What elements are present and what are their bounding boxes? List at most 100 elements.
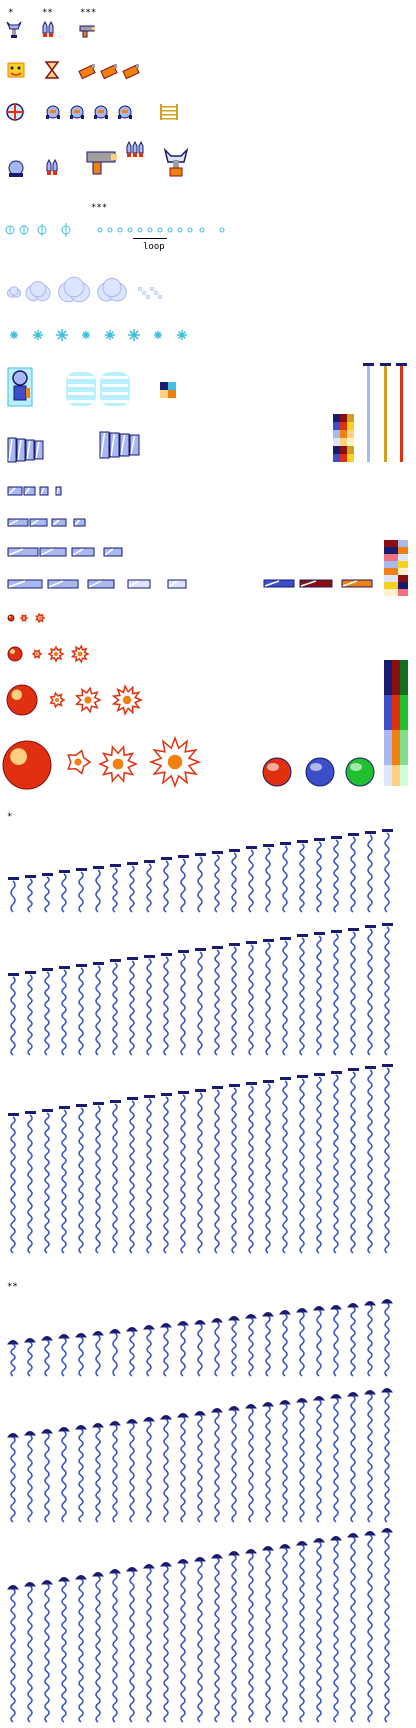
ice-sparkle-icon xyxy=(177,227,183,233)
coil-spring-icon xyxy=(195,853,206,913)
coil-spring-icon xyxy=(228,1316,240,1377)
blue-sphere-icon xyxy=(305,757,335,787)
coil-spring-icon xyxy=(263,1080,274,1254)
glass-panel-icon xyxy=(47,579,79,589)
bomb-icon xyxy=(100,64,118,80)
coil-spring-icon xyxy=(296,1541,308,1723)
coil-spring-icon xyxy=(24,1431,36,1523)
glass-panel-icon xyxy=(39,486,49,496)
blaster-icon xyxy=(79,25,95,38)
snowflake-icon xyxy=(10,331,18,339)
coil-spring-icon xyxy=(178,855,189,913)
burst-explosion-icon xyxy=(47,645,65,663)
glass-panel-icon xyxy=(73,518,86,527)
coil-spring-icon xyxy=(297,840,308,913)
cloud-puff-icon xyxy=(58,276,90,303)
glass-panel-icon xyxy=(34,440,44,460)
robot-drone-icon xyxy=(70,105,84,119)
ice-sparkle-icon xyxy=(219,227,225,233)
burst-explosion-icon xyxy=(19,614,29,622)
coil-spring-icon xyxy=(177,1413,189,1523)
triple-missile-icon xyxy=(126,140,144,157)
coil-spring-icon xyxy=(365,831,376,913)
coil-spring-icon xyxy=(92,1423,104,1523)
glass-panel-icon xyxy=(341,579,373,588)
palette-grid xyxy=(333,414,354,462)
robot-drone-icon xyxy=(94,105,108,119)
coil-spring-icon xyxy=(347,1392,359,1523)
coil-spring-icon xyxy=(161,857,172,913)
cloud-puff-icon xyxy=(137,286,163,300)
coil-spring-icon xyxy=(262,1312,274,1377)
coil-spring-icon xyxy=(348,1068,359,1254)
glass-panel-icon xyxy=(29,518,48,527)
coil-spring-icon xyxy=(280,1077,291,1254)
ice-sparkle-icon xyxy=(117,227,123,233)
coil-spring-icon xyxy=(314,838,325,913)
coil-spring-icon xyxy=(58,1427,70,1523)
burst-explosion-icon xyxy=(148,735,202,789)
striped-cloud-icon xyxy=(66,372,96,406)
cloud-puff-icon xyxy=(25,280,51,302)
coil-spring-icon xyxy=(245,1404,257,1523)
face-badge-icon xyxy=(7,62,25,78)
coil-spring-icon xyxy=(143,1417,155,1523)
coil-spring-icon xyxy=(8,877,19,913)
coil-spring-icon xyxy=(313,1306,325,1377)
coil-spring-icon xyxy=(24,1338,36,1377)
twin-missile-icon xyxy=(42,20,54,37)
coil-spring-icon xyxy=(296,1398,308,1523)
coil-spring-icon xyxy=(7,1340,19,1377)
burst-explosion-icon xyxy=(35,612,46,624)
coil-spring-icon xyxy=(212,946,223,1056)
coil-spring-icon xyxy=(92,1572,104,1723)
glass-panel-icon xyxy=(7,437,17,463)
ice-sparkle-icon xyxy=(187,227,193,233)
ice-sparkle-icon xyxy=(37,224,47,236)
coil-spring-icon xyxy=(279,1310,291,1377)
armored-knight-icon xyxy=(7,367,33,407)
glass-panel-icon xyxy=(25,439,35,461)
coil-spring-icon xyxy=(194,1411,206,1523)
coil-spring-icon xyxy=(246,1082,257,1254)
compass-target-icon xyxy=(6,103,24,121)
coil-spring-icon xyxy=(381,1299,393,1377)
coil-spring-icon xyxy=(178,950,189,1056)
coil-spring-icon xyxy=(160,1562,172,1723)
coil-spring-icon xyxy=(331,930,342,1056)
glass-panel-icon xyxy=(55,486,62,496)
coil-spring-icon xyxy=(110,959,121,1056)
coil-spring-icon xyxy=(297,1075,308,1254)
screw-pole-icon xyxy=(396,363,407,462)
coil-spring-icon xyxy=(127,862,138,913)
glass-panel-icon xyxy=(119,433,130,457)
coil-spring-icon xyxy=(296,1308,308,1377)
ice-sparkle-icon xyxy=(19,225,29,235)
coil-spring-icon xyxy=(178,1091,189,1254)
snowflake-icon xyxy=(33,330,43,340)
bomb-icon xyxy=(78,64,96,80)
glass-panel-icon xyxy=(39,547,67,557)
coil-spring-icon xyxy=(42,968,53,1056)
coil-spring-icon xyxy=(365,1066,376,1254)
coil-spring-icon xyxy=(126,1327,138,1377)
burst-explosion-icon xyxy=(111,684,143,716)
screw-pole-icon xyxy=(363,363,374,462)
glass-panel-icon xyxy=(7,579,43,589)
glass-panel-icon xyxy=(7,547,39,557)
coil-spring-icon xyxy=(331,836,342,913)
coil-spring-icon xyxy=(144,1095,155,1254)
coil-spring-icon xyxy=(59,966,70,1056)
glass-panel-icon xyxy=(87,579,115,589)
coil-spring-icon xyxy=(59,1106,70,1254)
coil-spring-icon xyxy=(58,1334,70,1377)
coil-spring-icon xyxy=(365,925,376,1056)
section-level-1-label: * xyxy=(7,812,13,822)
striped-cloud-icon xyxy=(100,372,130,406)
coil-spring-icon xyxy=(280,937,291,1056)
hourglass-icon xyxy=(44,61,60,79)
coil-spring-icon xyxy=(297,934,308,1056)
coil-spring-icon xyxy=(76,1104,87,1254)
coil-spring-icon xyxy=(246,941,257,1056)
